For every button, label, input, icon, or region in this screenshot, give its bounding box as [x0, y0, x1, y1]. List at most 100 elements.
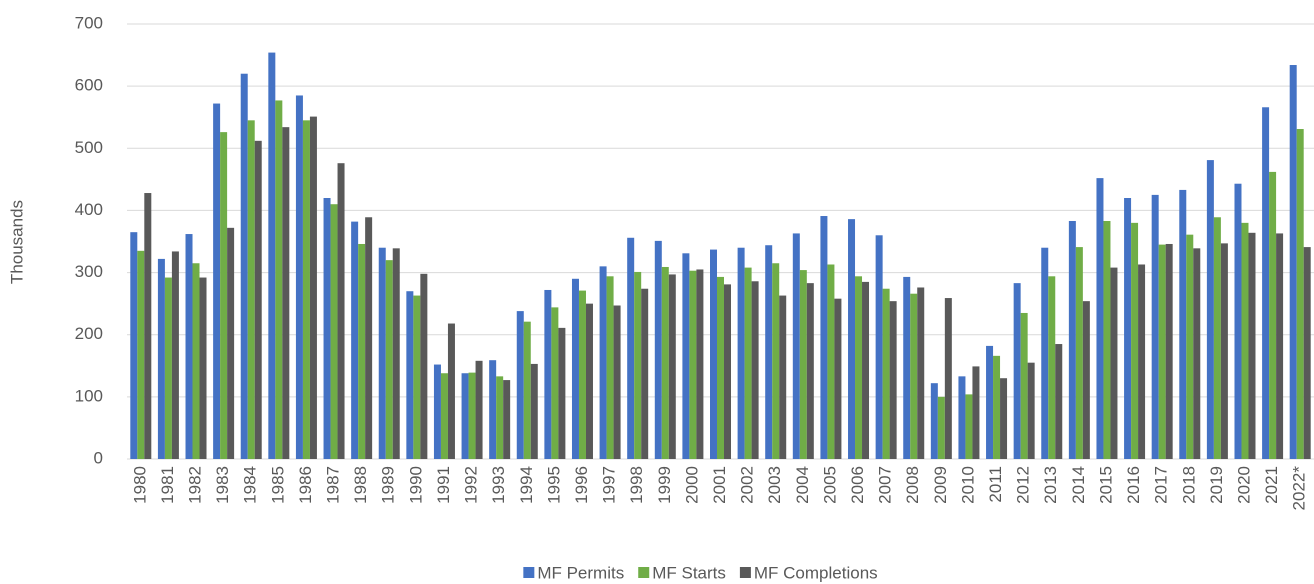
- x-tick-label: 1984: [241, 466, 260, 504]
- bar: [213, 103, 221, 460]
- y-tick-label: 100: [75, 386, 103, 405]
- x-tick-label: 1985: [268, 466, 287, 504]
- bar: [641, 288, 649, 459]
- x-tick-label: 1982: [185, 466, 204, 504]
- x-tick-label: 1992: [462, 466, 481, 504]
- bar: [889, 301, 897, 459]
- bar: [1241, 222, 1249, 459]
- bar: [227, 227, 235, 459]
- x-tick-label: 1999: [655, 466, 674, 504]
- bar: [627, 237, 635, 459]
- x-tick-label: 2005: [820, 466, 839, 504]
- bar: [986, 345, 994, 459]
- bar: [1096, 178, 1104, 459]
- x-tick-label: 2006: [848, 466, 867, 504]
- x-tick-label: 1990: [406, 466, 425, 504]
- bar: [654, 240, 662, 459]
- y-tick-label: 500: [75, 138, 103, 157]
- bar: [848, 219, 856, 459]
- bar: [420, 273, 428, 459]
- x-tick-label: 2014: [1069, 466, 1088, 504]
- x-tick-label: 1988: [351, 466, 370, 504]
- bar: [1013, 283, 1021, 459]
- bar: [1248, 232, 1256, 459]
- y-tick-label: 300: [75, 262, 103, 281]
- bar: [1082, 301, 1090, 459]
- bar: [1027, 362, 1035, 459]
- bar: [875, 235, 883, 459]
- bar: [247, 120, 255, 460]
- bar: [634, 271, 642, 459]
- bar: [164, 277, 172, 459]
- bar: [682, 253, 690, 459]
- bar: [1193, 248, 1201, 459]
- x-tick-label: 2001: [710, 466, 729, 504]
- bar: [447, 323, 455, 459]
- bar: [392, 248, 400, 459]
- bar: [910, 293, 918, 459]
- x-tick-label: 2012: [1014, 466, 1033, 504]
- bar: [1020, 312, 1028, 459]
- bar: [523, 321, 531, 459]
- bar: [1234, 183, 1242, 459]
- bar: [254, 140, 262, 460]
- bar: [661, 266, 669, 459]
- x-tick-label: 2003: [765, 466, 784, 504]
- x-tick-label: 2020: [1234, 466, 1253, 504]
- x-tick-label: 2022*: [1290, 466, 1309, 511]
- bar: [171, 251, 179, 459]
- bar: [1303, 247, 1311, 459]
- bar: [337, 163, 345, 459]
- bar: [282, 127, 290, 460]
- bar: [1131, 222, 1139, 459]
- x-tick-label: 1983: [213, 466, 232, 504]
- bar: [799, 270, 807, 459]
- x-tick-label: 2010: [958, 466, 977, 504]
- x-tick-label: 1997: [600, 466, 619, 504]
- x-tick-label: 2008: [903, 466, 922, 504]
- bar: [571, 278, 579, 459]
- bar: [820, 216, 828, 459]
- x-tick-label: 2017: [1152, 466, 1171, 504]
- bar: [689, 270, 697, 459]
- bar: [1220, 243, 1228, 459]
- y-tick-label: 200: [75, 324, 103, 343]
- bar: [958, 376, 966, 459]
- y-tick-label: 400: [75, 200, 103, 219]
- x-tick-label: 2002: [738, 466, 757, 504]
- x-tick-label: 1991: [434, 466, 453, 504]
- bar: [137, 250, 145, 459]
- legend-label: MF Completions: [754, 563, 878, 582]
- legend-label: MF Starts: [652, 563, 726, 582]
- bar: [144, 193, 152, 459]
- bar: [413, 295, 421, 459]
- bar: [268, 52, 276, 459]
- bar: [937, 396, 945, 459]
- bar: [1165, 243, 1173, 459]
- bar: [365, 217, 373, 459]
- bar: [461, 373, 469, 459]
- bar: [1296, 129, 1304, 459]
- bar: [751, 281, 759, 459]
- bar: [544, 289, 552, 459]
- x-tick-label: 2007: [876, 466, 895, 504]
- bar: [806, 283, 814, 459]
- bar: [724, 284, 731, 459]
- bar: [1048, 276, 1056, 459]
- bar: [1000, 378, 1008, 459]
- bar: [944, 298, 952, 459]
- bar: [551, 307, 559, 459]
- bar: [1151, 194, 1159, 459]
- bar: [1213, 217, 1221, 459]
- bar: [862, 281, 870, 459]
- bar: [1103, 220, 1111, 459]
- x-tick-label: 2000: [682, 466, 701, 504]
- bar: [330, 204, 338, 459]
- bar: [275, 100, 283, 459]
- bar: [765, 245, 773, 459]
- bar: [710, 249, 717, 459]
- bar: [613, 305, 621, 459]
- bar: [468, 372, 476, 459]
